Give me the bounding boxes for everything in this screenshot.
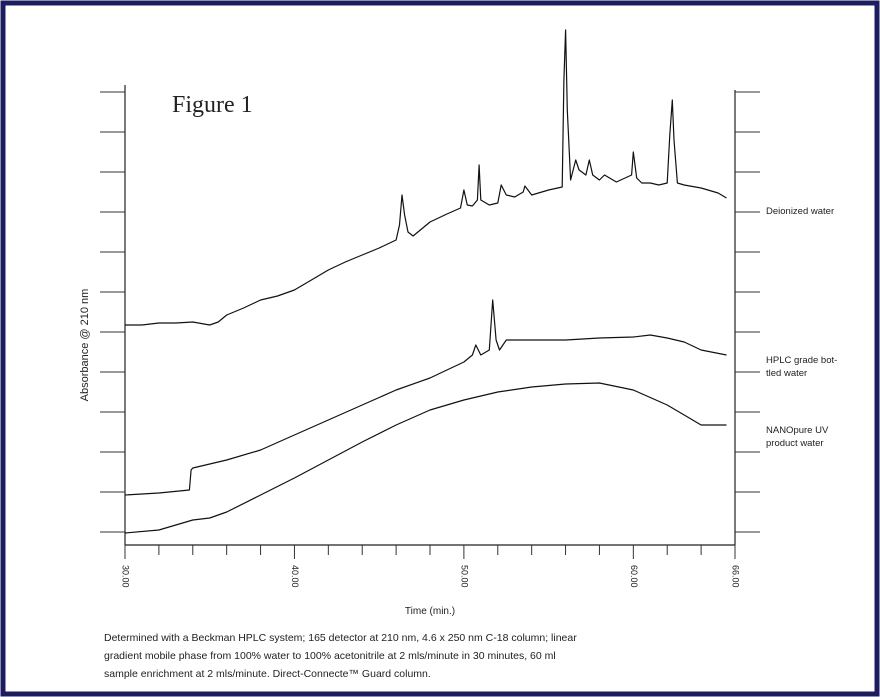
x-tick-label: 60.00 (629, 565, 639, 588)
chart-title: Figure 1 (172, 92, 253, 118)
series-label: Deionized water (766, 206, 834, 217)
series-label: NANOpure UV (766, 425, 829, 436)
series-line (124, 299, 727, 496)
caption-line: sample enrichment at 2 mls/minute. Direc… (104, 668, 431, 680)
x-tick-label: 40.00 (290, 565, 300, 588)
caption-line: gradient mobile phase from 100% water to… (104, 650, 556, 662)
series-label: tled water (766, 368, 807, 379)
x-tick-label: 66.00 (731, 565, 741, 588)
series-line (124, 382, 727, 534)
y-axis-label: Absorbance @ 210 nm (79, 289, 91, 402)
series-label: product water (766, 438, 824, 449)
x-axis-label: Time (min.) (405, 606, 455, 617)
x-tick-label: 50.00 (460, 565, 470, 588)
series-label: HPLC grade bot- (766, 355, 837, 366)
series-line (125, 29, 727, 326)
caption-line: Determined with a Beckman HPLC system; 1… (104, 632, 577, 644)
x-tick-label: 30.00 (121, 565, 131, 588)
